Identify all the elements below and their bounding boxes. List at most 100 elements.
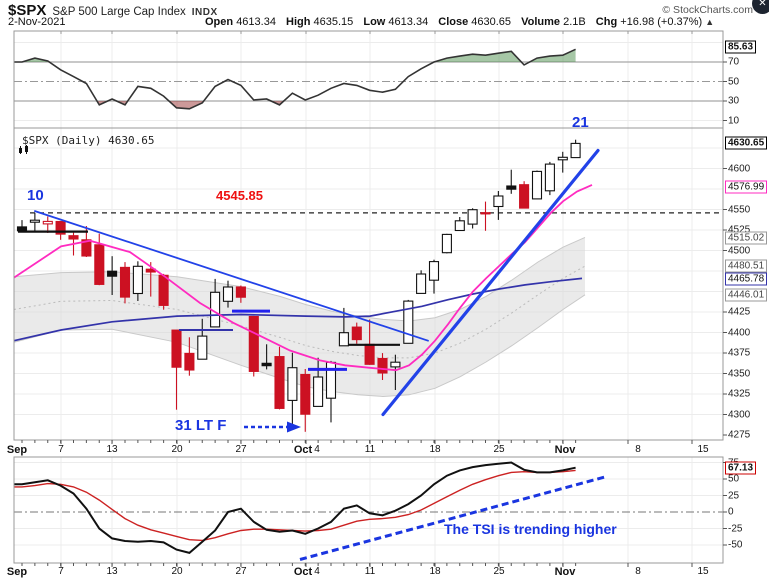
candle-Sep-15: [132, 261, 143, 301]
price-ytick-label: 4550: [728, 204, 751, 215]
annotation-resistance-4545[interactable]: 4545.85: [216, 188, 263, 203]
price-overlay-value-box: 4480.51: [725, 259, 768, 273]
price-overlay-value-box: 4446.01: [725, 288, 768, 302]
low-label: Low: [363, 16, 386, 28]
candle-Oct-1: [287, 352, 298, 424]
annotation-10[interactable]: 10: [27, 187, 44, 204]
candle-Oct-18: [428, 259, 440, 294]
price-ytick-label: 4600: [728, 163, 751, 174]
x-axis-label-4: 4: [314, 566, 320, 577]
price-ytick-label: 4425: [728, 306, 751, 318]
x-axis-label-7: 7: [58, 444, 64, 455]
candle-Nov-1: [557, 151, 568, 173]
candle-Oct-15: [416, 270, 427, 294]
rsi-ytick-label: 70: [728, 56, 740, 68]
x-axis-label-13: 13: [106, 566, 118, 577]
trendline-downtrend-10: [34, 210, 429, 342]
x-axis-label-8: 8: [635, 444, 641, 455]
price-ytick-label: 4525: [728, 224, 751, 236]
tsi-ytick-label: -50: [728, 539, 743, 551]
price-ytick-label: 4375: [728, 347, 751, 359]
tsi-ytick-label: 0: [728, 506, 734, 518]
price-ytick-label: 4500: [728, 245, 751, 256]
candle-Oct-5: [313, 357, 324, 407]
candle-Sep-17: [158, 273, 169, 310]
candle-Oct-28: [531, 170, 543, 200]
candle-Oct-21: [467, 208, 478, 229]
rsi-last-value-box: 85.63: [725, 40, 757, 54]
candle-Oct-20: [454, 217, 465, 232]
change-direction-icon: ▲: [705, 17, 715, 27]
candle-Sep-24: [222, 280, 234, 308]
ma-navy-line: [13, 277, 583, 342]
candle-Sep-2: [29, 212, 40, 231]
candle-Oct-25: [493, 191, 504, 220]
candle-Oct-27: [519, 181, 530, 209]
candle-Sep-22: [197, 318, 208, 360]
candle-Oct-13: [390, 354, 401, 390]
candle-Nov-2: [570, 139, 581, 159]
price-overlay-value-box: 4576.99: [725, 180, 768, 194]
candle-Oct-19: [441, 233, 452, 254]
stockcharts-credit: © StockCharts.com: [662, 4, 753, 16]
tsi-panel: [14, 457, 723, 563]
candle-Sep-29: [261, 344, 272, 370]
price-ytick-label: 4350: [728, 368, 751, 379]
candle-Oct-26: [506, 169, 517, 194]
price-overlay-value-box: 4465.78: [725, 272, 768, 286]
volume-label: Volume: [521, 16, 561, 28]
x-axis-label-18: 18: [429, 566, 441, 577]
tsi-last-value-box: 67.13: [725, 461, 757, 475]
rsi-ytick-label: 50: [728, 76, 740, 87]
trendline-uptrend-21: [381, 148, 600, 417]
candle-Sep-21: [184, 337, 195, 376]
quote-date: 2-Nov-2021: [8, 16, 66, 28]
x-axis-label-20: 20: [171, 566, 183, 577]
chg-label: Chg: [595, 16, 618, 28]
low-value: 4613.34: [388, 16, 429, 28]
x-axis-label-sep: Sep: [6, 566, 28, 578]
rsi-ytick-label: 10: [728, 115, 740, 126]
candle-Oct-4: [300, 369, 311, 432]
rsi-panel: [14, 31, 723, 128]
symbol: $SPX: [8, 2, 47, 19]
chg-value: +16.98 (+0.37%): [620, 16, 703, 28]
candles: [16, 139, 581, 432]
x-axis-label-15: 15: [697, 444, 709, 455]
tsi-trendline-dashed: [299, 474, 608, 561]
close-value: 4630.65: [471, 16, 512, 28]
corner-badge-icon[interactable]: ✕: [752, 0, 769, 14]
candle-Sep-3: [42, 216, 53, 233]
x-axis-label-27: 27: [235, 444, 247, 455]
x-axis-label-25: 25: [493, 566, 505, 577]
candle-Sep-14: [119, 262, 131, 304]
callout-arrow-head: [287, 421, 301, 433]
volume-value: 2.1B: [563, 16, 586, 28]
candle-Oct-8: [351, 322, 362, 344]
x-axis-label-oct: Oct: [293, 444, 313, 456]
bollinger-mid-line: [13, 265, 586, 359]
candle-Oct-22: [480, 201, 491, 231]
axis-ticks: [21, 31, 693, 567]
annotation-tsi-note[interactable]: The TSI is trending higher: [444, 521, 617, 537]
bollinger-band-fill: [14, 237, 585, 397]
candle-Oct-29: [544, 161, 555, 196]
x-axis-label-18: 18: [429, 444, 441, 455]
tsi-ytick-label: -25: [728, 523, 743, 534]
rsi-ytick-label: 30: [728, 95, 740, 107]
candle-Oct-7: [338, 307, 349, 347]
price-ytick-label: 4400: [728, 327, 751, 338]
exchange: INDX: [191, 7, 218, 18]
candle-Sep-30: [274, 346, 285, 410]
close-label: Close: [438, 16, 469, 28]
annotation-31-lt-f[interactable]: 31 LT F: [175, 417, 227, 434]
x-axis-label-20: 20: [171, 444, 183, 455]
x-axis-label-25: 25: [493, 444, 505, 455]
price-overlay-value-box: 4630.65: [725, 136, 768, 150]
header-line1: $SPX S&P 500 Large Cap Index INDX: [8, 2, 218, 20]
tsi-TSI-line: [14, 461, 576, 554]
annotation-21[interactable]: 21: [572, 114, 589, 131]
high-label: High: [286, 16, 311, 28]
